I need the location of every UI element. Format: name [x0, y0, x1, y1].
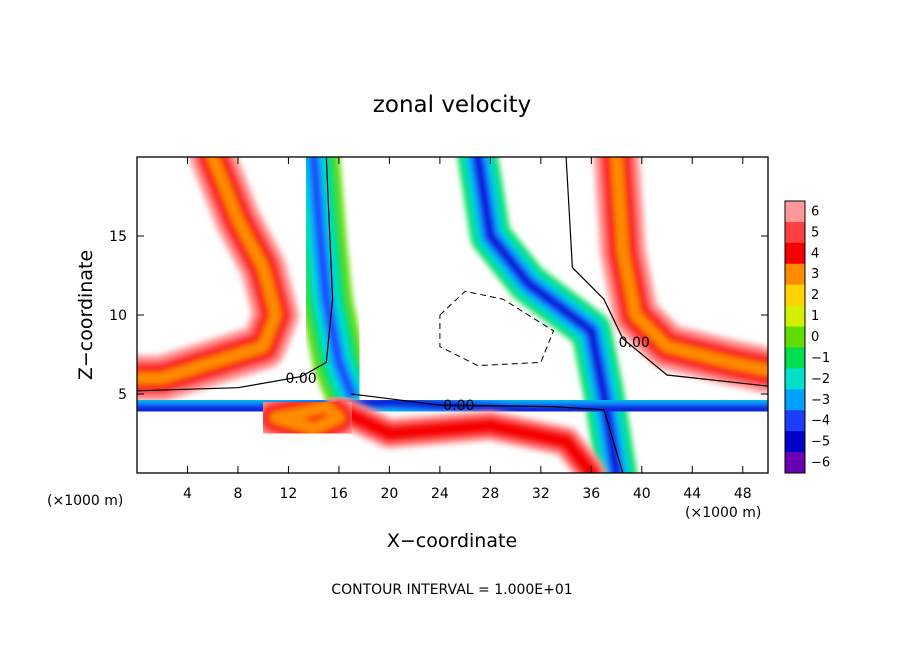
x-tick-label: 32: [532, 486, 550, 502]
contour-label: 0.00: [443, 398, 474, 414]
x-tick-label: 24: [431, 486, 449, 502]
x-unit-label-right: (×1000 m): [685, 505, 761, 521]
colorbar-label: −6: [811, 456, 830, 471]
zero-contour: [351, 393, 624, 473]
velocity-field: 0.00 0.00 0.00: [137, 157, 768, 473]
colorbar-label: 5: [811, 225, 819, 240]
x-unit-label-left: (×1000 m): [47, 493, 123, 509]
colorbar-swatch: [785, 452, 805, 474]
colorbar-label: 6: [811, 204, 819, 219]
colorbar-swatch: [785, 389, 805, 411]
colorbar-swatch: [785, 201, 805, 223]
y-tick-label: 15: [109, 229, 127, 245]
field-band: [610, 157, 768, 377]
zero-contour: [565, 157, 768, 387]
colorbar-label: −2: [811, 372, 830, 387]
field-feature: [287, 157, 378, 420]
colorbar-swatch: [785, 431, 805, 453]
colorbar-label: 4: [811, 246, 819, 261]
x-axis-ticks: 4 8 12 16 20 24 28 32 36 40 44 48: [183, 157, 752, 502]
field-feature: [323, 394, 607, 473]
colorbar-swatch: [785, 326, 805, 348]
colorbar-frame: [784, 200, 806, 474]
colorbar-label: 3: [811, 267, 819, 282]
field-band: [309, 157, 356, 398]
colorbar-label: 0: [811, 330, 819, 345]
x-tick-label: 20: [380, 486, 398, 502]
colorbar-swatch: [785, 410, 805, 432]
chart-title: zonal velocity: [373, 92, 531, 118]
contour-label: 0.00: [285, 371, 316, 387]
x-tick-label: 48: [734, 486, 752, 502]
x-tick-label: 28: [481, 486, 499, 502]
colorbar-label: −5: [811, 435, 830, 450]
x-tick-label: 40: [633, 486, 651, 502]
field-feature: [137, 157, 299, 402]
x-tick-label: 16: [330, 486, 348, 502]
x-axis-label: X−coordinate: [387, 530, 517, 552]
field-band: [137, 157, 282, 385]
field-band: [269, 400, 345, 435]
colorbar-swatch: [785, 368, 805, 390]
field-band: [331, 402, 599, 473]
contour-label: 0.00: [619, 335, 650, 351]
x-tick-label: 12: [280, 486, 298, 502]
y-axis-ticks: 5 10 15: [109, 229, 768, 403]
x-tick-label: 8: [233, 486, 242, 502]
y-tick-label: 10: [109, 308, 127, 324]
x-tick-label: 36: [582, 486, 600, 502]
colorbar-swatch: [785, 242, 805, 265]
colorbar-label: −1: [811, 351, 830, 366]
y-axis-label: Z−coordinate: [75, 250, 97, 380]
colorbar-swatch: [785, 221, 805, 244]
colorbar-label: −3: [811, 393, 830, 408]
colorbar-label: −4: [811, 414, 830, 429]
y-tick-label: 5: [118, 387, 127, 403]
dashed-contour: [439, 290, 555, 367]
colorbar: 6 5 4 3 2 1 0 −1 −2 −3 −4 −5 −6: [784, 200, 830, 474]
colorbar-swatch: [785, 305, 805, 328]
field-feature: [252, 383, 362, 452]
zero-contour: [137, 157, 334, 392]
colorbar-swatch: [785, 284, 805, 307]
x-tick-label: 4: [183, 486, 192, 502]
colorbar-label: 2: [811, 288, 819, 303]
x-tick-label: 44: [683, 486, 701, 502]
contour-interval-note: CONTOUR INTERVAL = 1.000E+01: [331, 582, 572, 598]
colorbar-label: 1: [811, 309, 819, 324]
colorbar-swatch: [785, 347, 805, 369]
colorbar-swatch: [785, 263, 805, 286]
field-feature: [593, 157, 768, 394]
